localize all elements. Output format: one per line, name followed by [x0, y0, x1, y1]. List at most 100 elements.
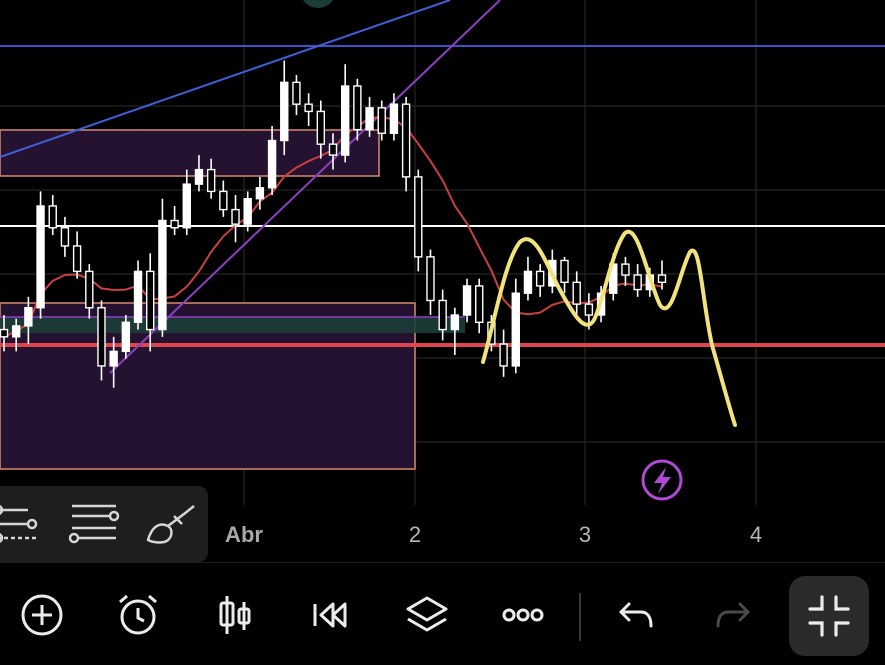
x-axis-label: 2	[408, 522, 422, 547]
candle	[243, 191, 252, 232]
candle	[85, 264, 94, 319]
candle-body-down	[572, 281, 581, 305]
price-chart[interactable]	[0, 0, 885, 562]
redo-icon	[716, 602, 750, 628]
candle	[353, 78, 362, 141]
lightning-alert-icon[interactable]	[641, 459, 683, 501]
candle	[401, 96, 411, 192]
candle	[97, 300, 106, 381]
candle-body-up	[280, 81, 289, 142]
candle	[24, 296, 33, 345]
candle-body-down	[231, 208, 240, 225]
more-dots-icon	[502, 608, 544, 622]
candle	[657, 260, 667, 290]
candle	[280, 60, 289, 156]
candle-body-down	[85, 270, 94, 309]
candle-body-up	[11, 325, 21, 338]
candle-body-down	[633, 274, 642, 291]
candle	[621, 256, 630, 286]
layers-button[interactable]	[395, 583, 459, 647]
brush-tool-icon[interactable]	[144, 496, 200, 552]
collapse-icon	[808, 595, 850, 637]
candle	[11, 318, 21, 352]
candle	[219, 180, 228, 217]
candle	[231, 195, 240, 243]
candles-group	[0, 60, 667, 388]
candle-body-down	[475, 285, 484, 323]
candle	[462, 278, 472, 323]
candlestick-icon	[219, 596, 251, 634]
supply-zone-upper	[0, 129, 380, 177]
candle-body-up	[255, 187, 265, 200]
more-button[interactable]	[491, 583, 555, 647]
candle-body-up	[121, 321, 131, 353]
candle-body-down	[414, 176, 423, 258]
candle-body-up	[182, 183, 191, 229]
candle	[304, 93, 313, 126]
candle-body-up	[450, 314, 460, 331]
candle	[535, 264, 545, 297]
candle	[194, 155, 204, 192]
candle	[0, 315, 9, 352]
candle-body-up	[523, 270, 533, 294]
candle-body-down	[72, 245, 82, 273]
undo-button[interactable]	[604, 583, 668, 647]
candle	[121, 315, 131, 359]
candle	[633, 264, 642, 297]
green-zone	[0, 317, 465, 333]
candle-body-up	[389, 103, 399, 134]
candle	[414, 169, 423, 272]
exit-fullscreen-button[interactable]	[789, 576, 869, 656]
candle	[255, 176, 265, 210]
candle	[560, 256, 569, 294]
trendline-purple[interactable]	[109, 0, 501, 374]
candle	[316, 100, 326, 159]
candle	[60, 216, 70, 257]
alert-button[interactable]	[106, 583, 170, 647]
parallel-lines-tool-icon[interactable]	[66, 496, 122, 552]
bottom-toolbar	[0, 562, 885, 665]
candle-body-up	[133, 270, 143, 323]
candle	[499, 329, 508, 377]
candle-body-up	[340, 85, 350, 156]
candle-body-down	[535, 270, 545, 287]
candle-body-down	[621, 263, 630, 276]
candle	[48, 195, 57, 236]
candle-body-down	[584, 303, 594, 316]
candle-body-down	[657, 274, 667, 284]
candle-body-up	[243, 197, 252, 225]
candle-body-down	[499, 343, 508, 367]
candle-body-down	[316, 110, 326, 145]
add-button[interactable]	[10, 583, 74, 647]
replay-button[interactable]	[298, 583, 362, 647]
candle	[572, 271, 581, 316]
candle-body-up	[462, 285, 472, 316]
candle	[158, 198, 167, 337]
redo-button[interactable]	[701, 583, 765, 647]
candle	[438, 289, 447, 341]
chart-type-button[interactable]	[203, 583, 267, 647]
fib-levels-tool-icon[interactable]	[0, 496, 42, 552]
candle	[340, 64, 350, 163]
projection-drawing[interactable]	[481, 229, 737, 427]
candle	[36, 191, 45, 319]
candle-body-down	[170, 219, 179, 229]
candle-body-down	[401, 103, 411, 178]
candle	[109, 336, 118, 388]
candle-body-down	[426, 256, 435, 302]
toolbar-divider	[579, 593, 581, 641]
candle-body-up	[158, 219, 167, 331]
candle	[377, 100, 386, 141]
candle-body-down	[560, 259, 569, 284]
x-axis-label: Abr	[225, 522, 263, 547]
candle-body-up	[36, 205, 45, 309]
candle	[511, 278, 520, 374]
candle-body-up	[24, 307, 33, 327]
top-partial-circle	[303, 0, 333, 8]
x-axis-label: 3	[578, 522, 592, 547]
plus-circle-icon	[21, 594, 63, 636]
candle-body-down	[353, 85, 362, 131]
candle	[328, 133, 338, 170]
trendline-blue[interactable]	[0, 0, 451, 158]
candle	[72, 231, 82, 279]
